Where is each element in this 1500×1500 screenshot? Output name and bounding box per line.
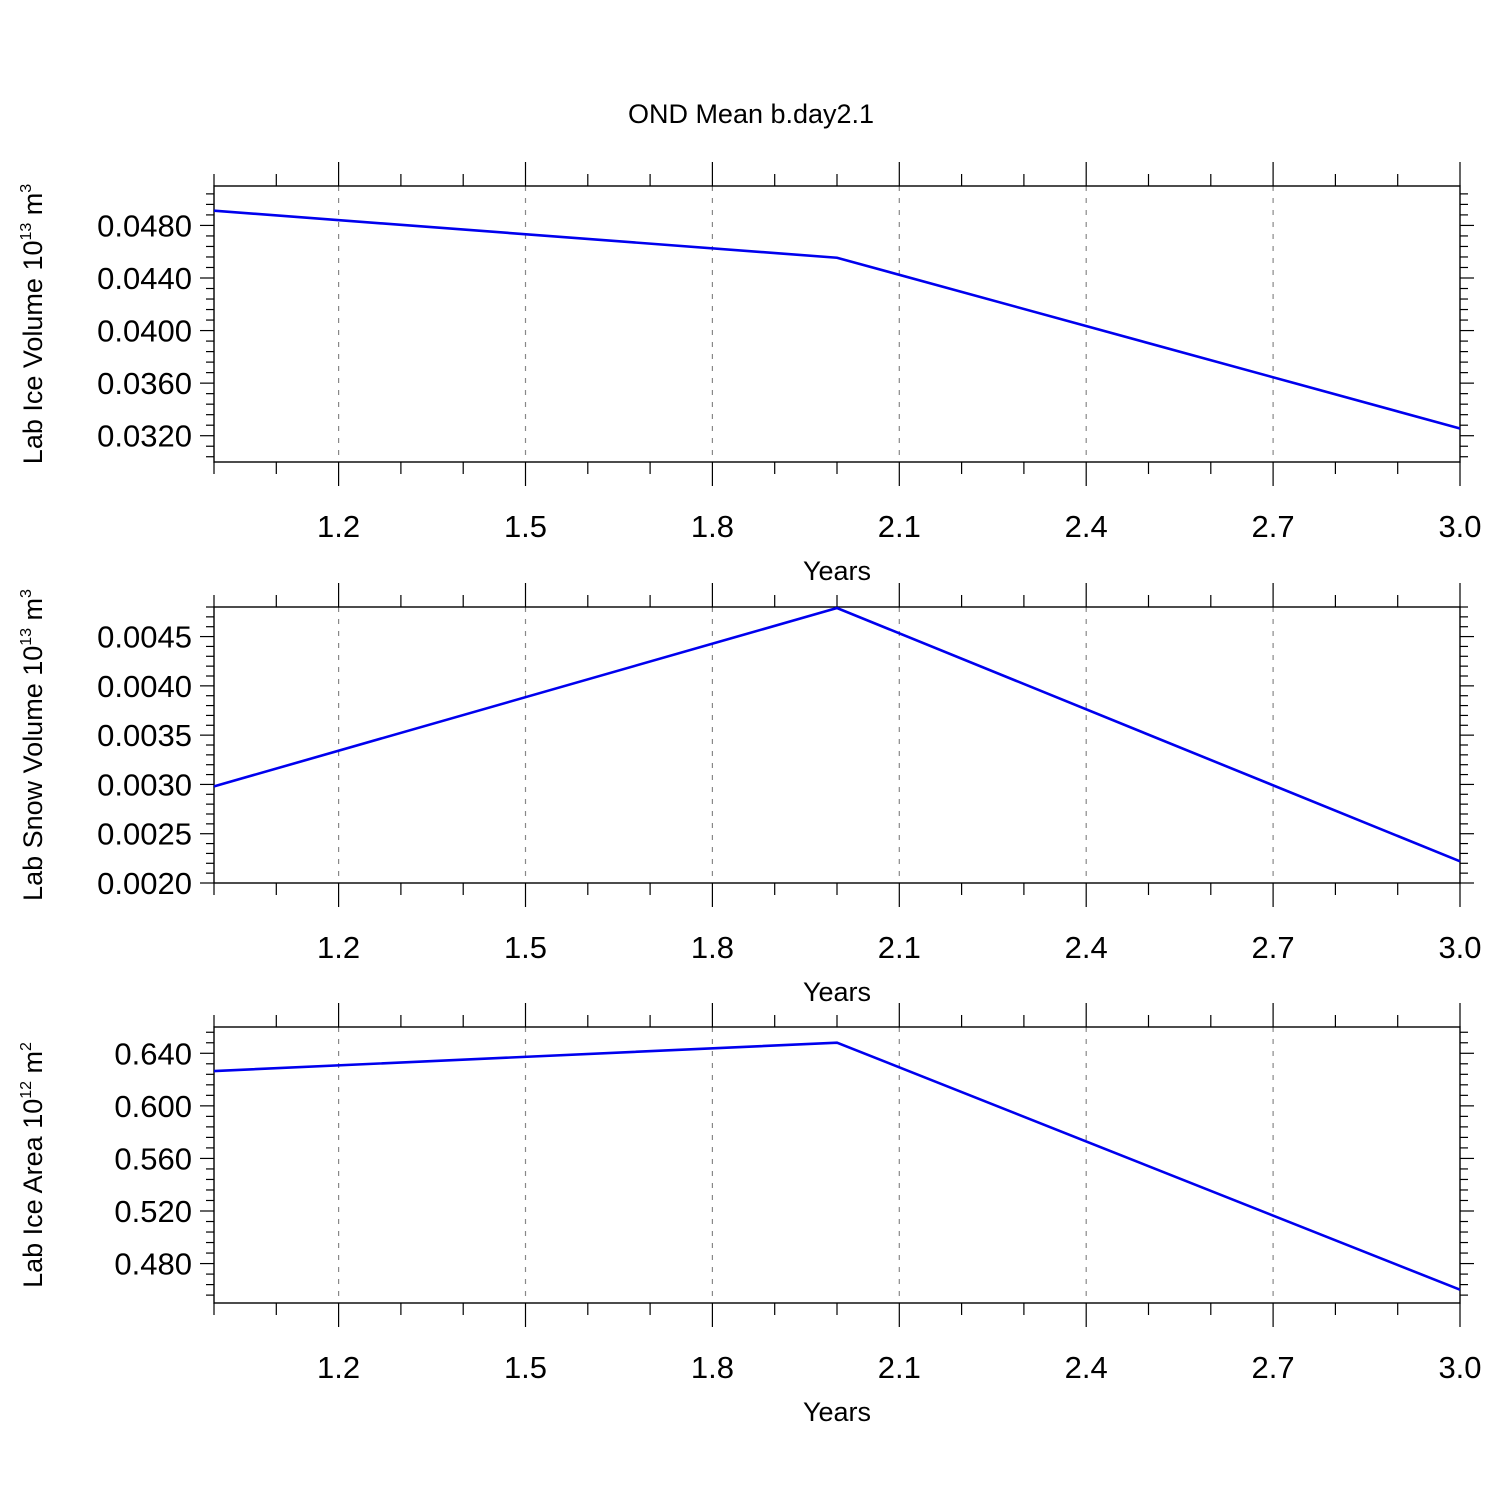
y-axis-label-superscript: 13 [18,223,35,241]
y-tick-label: 0.0030 [97,767,192,802]
x-tick-label: 2.1 [878,509,921,544]
y-tick-label: 0.640 [114,1036,192,1071]
plot-frame [213,606,1461,884]
x-tick-label: 1.8 [691,930,734,965]
y-tick-label: 0.0320 [97,419,192,454]
x-tick-label: 2.1 [878,1350,921,1385]
x-tick-label: 1.8 [691,1350,734,1385]
x-tick-label: 3.0 [1438,930,1481,965]
plot-frame [213,185,1461,463]
x-tick-label: 3.0 [1438,1350,1481,1385]
plot-frame [213,1026,1461,1304]
y-tick-label: 0.0480 [97,208,192,243]
y-tick-label: 0.0400 [97,314,192,349]
y-tick-label: 0.0020 [97,866,192,901]
chart-panel-1: 0.0320 0.0360 0.0400 0.0440 0.0480 1.2 1.5 1.8 2… [18,162,1482,586]
series-line [213,209,1461,430]
y-axis-label-superscript: 12 [18,1081,35,1099]
x-tick-label: 3.0 [1438,509,1481,544]
chart-panel-3: 0.480 0.520 0.560 0.600 0.640 1.2 1.5 1.8 2.1 2.4… [18,1003,1482,1427]
series-line [213,606,1461,863]
x-tick-label: 1.8 [691,509,734,544]
y-tick-label: 0.600 [114,1089,192,1124]
y-axis-label-superscript: 2 [18,1042,35,1051]
y-tick-label: 0.0040 [97,669,192,704]
x-axis-label: Years [803,1397,871,1427]
x-tick-label: 1.2 [317,1350,360,1385]
y-tick-label: 0.0360 [97,366,192,401]
x-tick-label: 1.5 [504,1350,547,1385]
y-axis-label-text: m [18,193,48,223]
y-axis-label-superscript: 13 [18,628,35,646]
x-tick-label: 2.4 [1065,1350,1108,1385]
y-axis-label-text: Lab Ice Volume 10 [18,241,48,465]
y-axis-label: Lab Ice Area 1012 m2 [18,1042,48,1288]
x-tick-label: 1.2 [317,930,360,965]
y-axis-label-text: m [18,1051,48,1081]
x-tick-label: 2.1 [878,930,921,965]
x-tick-label: 2.7 [1252,509,1295,544]
y-tick-label: 0.560 [114,1141,192,1176]
figure-title: OND Mean b.day2.1 [628,99,874,129]
x-tick-label: 1.5 [504,509,547,544]
y-axis-label-superscript: 3 [18,589,35,598]
x-tick-label: 2.7 [1252,930,1295,965]
y-tick-label: 0.520 [114,1194,192,1229]
y-axis-label-text: Lab Ice Area 10 [18,1099,48,1288]
x-tick-label: 1.2 [317,509,360,544]
x-tick-label: 1.5 [504,930,547,965]
y-axis-label: Lab Ice Volume 1013 m3 [18,184,48,464]
y-tick-label: 0.0440 [97,261,192,296]
y-tick-label: 0.0025 [97,817,192,852]
y-tick-label: 0.0045 [97,620,192,655]
x-axis-label: Years [803,556,871,586]
x-tick-label: 2.7 [1252,1350,1295,1385]
y-tick-label: 0.0035 [97,718,192,753]
series-line [213,1041,1461,1291]
y-axis-label-text: Lab Snow Volume 10 [18,646,48,901]
y-axis-label-text: m [18,598,48,628]
x-axis-label: Years [803,977,871,1007]
y-axis-label: Lab Snow Volume 1013 m3 [18,589,48,901]
x-tick-label: 2.4 [1065,930,1108,965]
y-axis-label-superscript: 3 [18,184,35,193]
x-tick-label: 2.4 [1065,509,1108,544]
panels: 0.0320 0.0360 0.0400 0.0440 0.0480 1.2 1.5 1.8 2… [18,162,1482,1427]
chart-panel-2: 0.0020 0.0025 0.0030 0.0035 0.0040 0.0045 1.2 1… [18,583,1482,1007]
y-tick-label: 0.480 [114,1247,192,1282]
